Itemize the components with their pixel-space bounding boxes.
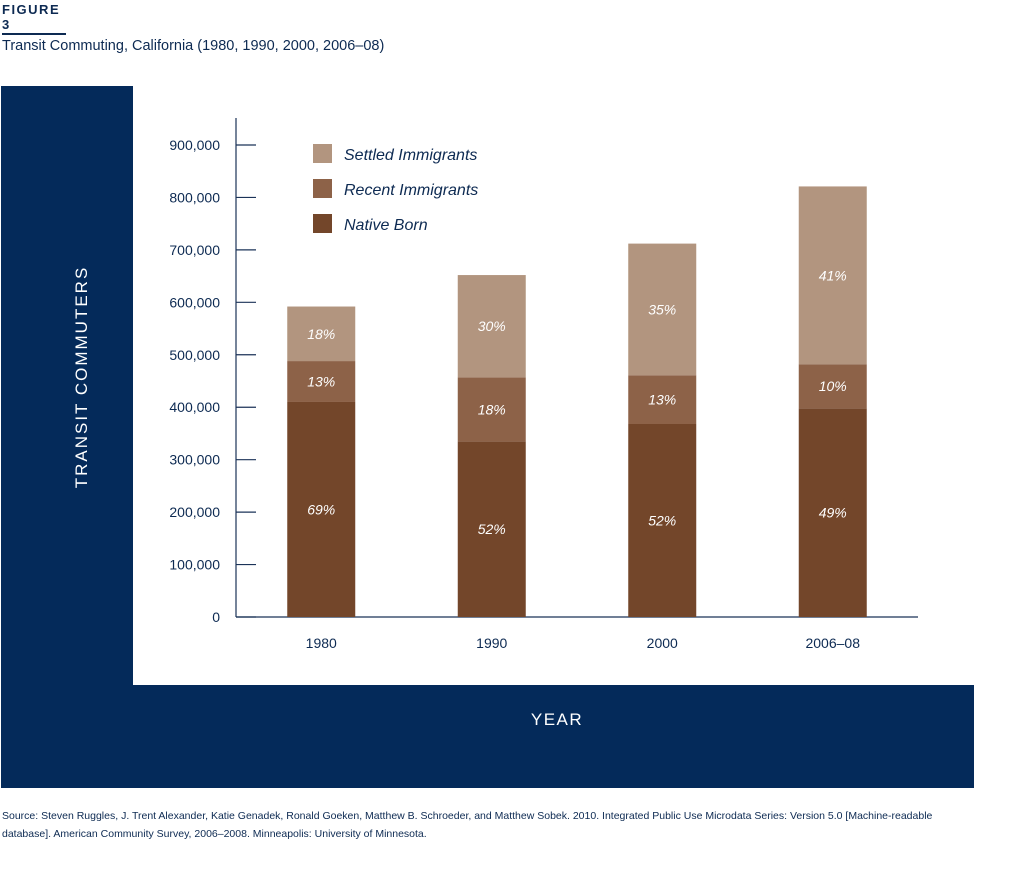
- data-label: 69%: [307, 501, 335, 517]
- data-label: 10%: [819, 378, 847, 394]
- data-label: 52%: [478, 521, 506, 537]
- x-tick-label: 2006–08: [805, 635, 860, 651]
- legend-swatch: [313, 179, 332, 198]
- legend-label: Settled Immigrants: [344, 147, 477, 164]
- y-tick-label: 100,000: [169, 557, 220, 573]
- x-tick-label: 1990: [476, 635, 507, 651]
- bar-segment: [798, 186, 867, 365]
- data-label: 18%: [307, 326, 335, 342]
- y-tick-label: 400,000: [169, 399, 220, 415]
- legend-label: Native Born: [344, 217, 428, 234]
- y-tick-label: 0: [212, 609, 220, 625]
- bar-segment: [628, 243, 697, 376]
- data-label: 49%: [819, 505, 847, 521]
- y-tick-label: 700,000: [169, 242, 220, 258]
- source-note: Source: Steven Ruggles, J. Trent Alexand…: [2, 810, 933, 840]
- data-label: 13%: [307, 374, 335, 390]
- bar-segment: [628, 375, 697, 425]
- data-label: 13%: [648, 392, 676, 408]
- y-tick-label: 800,000: [169, 189, 220, 205]
- figure-label: FIGURE 3: [2, 2, 66, 35]
- y-tick-label: 300,000: [169, 452, 220, 468]
- bar-segment: [457, 275, 526, 378]
- bar-segment: [798, 364, 867, 409]
- data-label: 41%: [819, 267, 847, 283]
- x-tick-label: 2000: [647, 635, 678, 651]
- x-tick-label: 1980: [306, 635, 337, 651]
- y-tick-label: 500,000: [169, 347, 220, 363]
- y-tick-label: 600,000: [169, 294, 220, 310]
- bar-segment: [628, 424, 697, 617]
- legend-swatch: [313, 214, 332, 233]
- figure-title: Transit Commuting, California (1980, 199…: [2, 38, 385, 54]
- data-label: 35%: [648, 301, 676, 317]
- data-label: 18%: [478, 401, 506, 417]
- bar-segment: [457, 441, 526, 617]
- y-tick-label: 900,000: [169, 137, 220, 153]
- bar-segment: [457, 377, 526, 442]
- data-label: 30%: [478, 318, 506, 334]
- bar-segment: [287, 361, 356, 402]
- data-label: 52%: [648, 513, 676, 529]
- y-tick-label: 200,000: [169, 504, 220, 520]
- legend-swatch: [313, 144, 332, 163]
- bar-segment: [287, 401, 356, 617]
- bar-segment: [798, 408, 867, 617]
- x-axis-label: YEAR: [530, 710, 584, 729]
- bar-segment: [287, 306, 356, 362]
- legend-label: Recent Immigrants: [344, 182, 478, 199]
